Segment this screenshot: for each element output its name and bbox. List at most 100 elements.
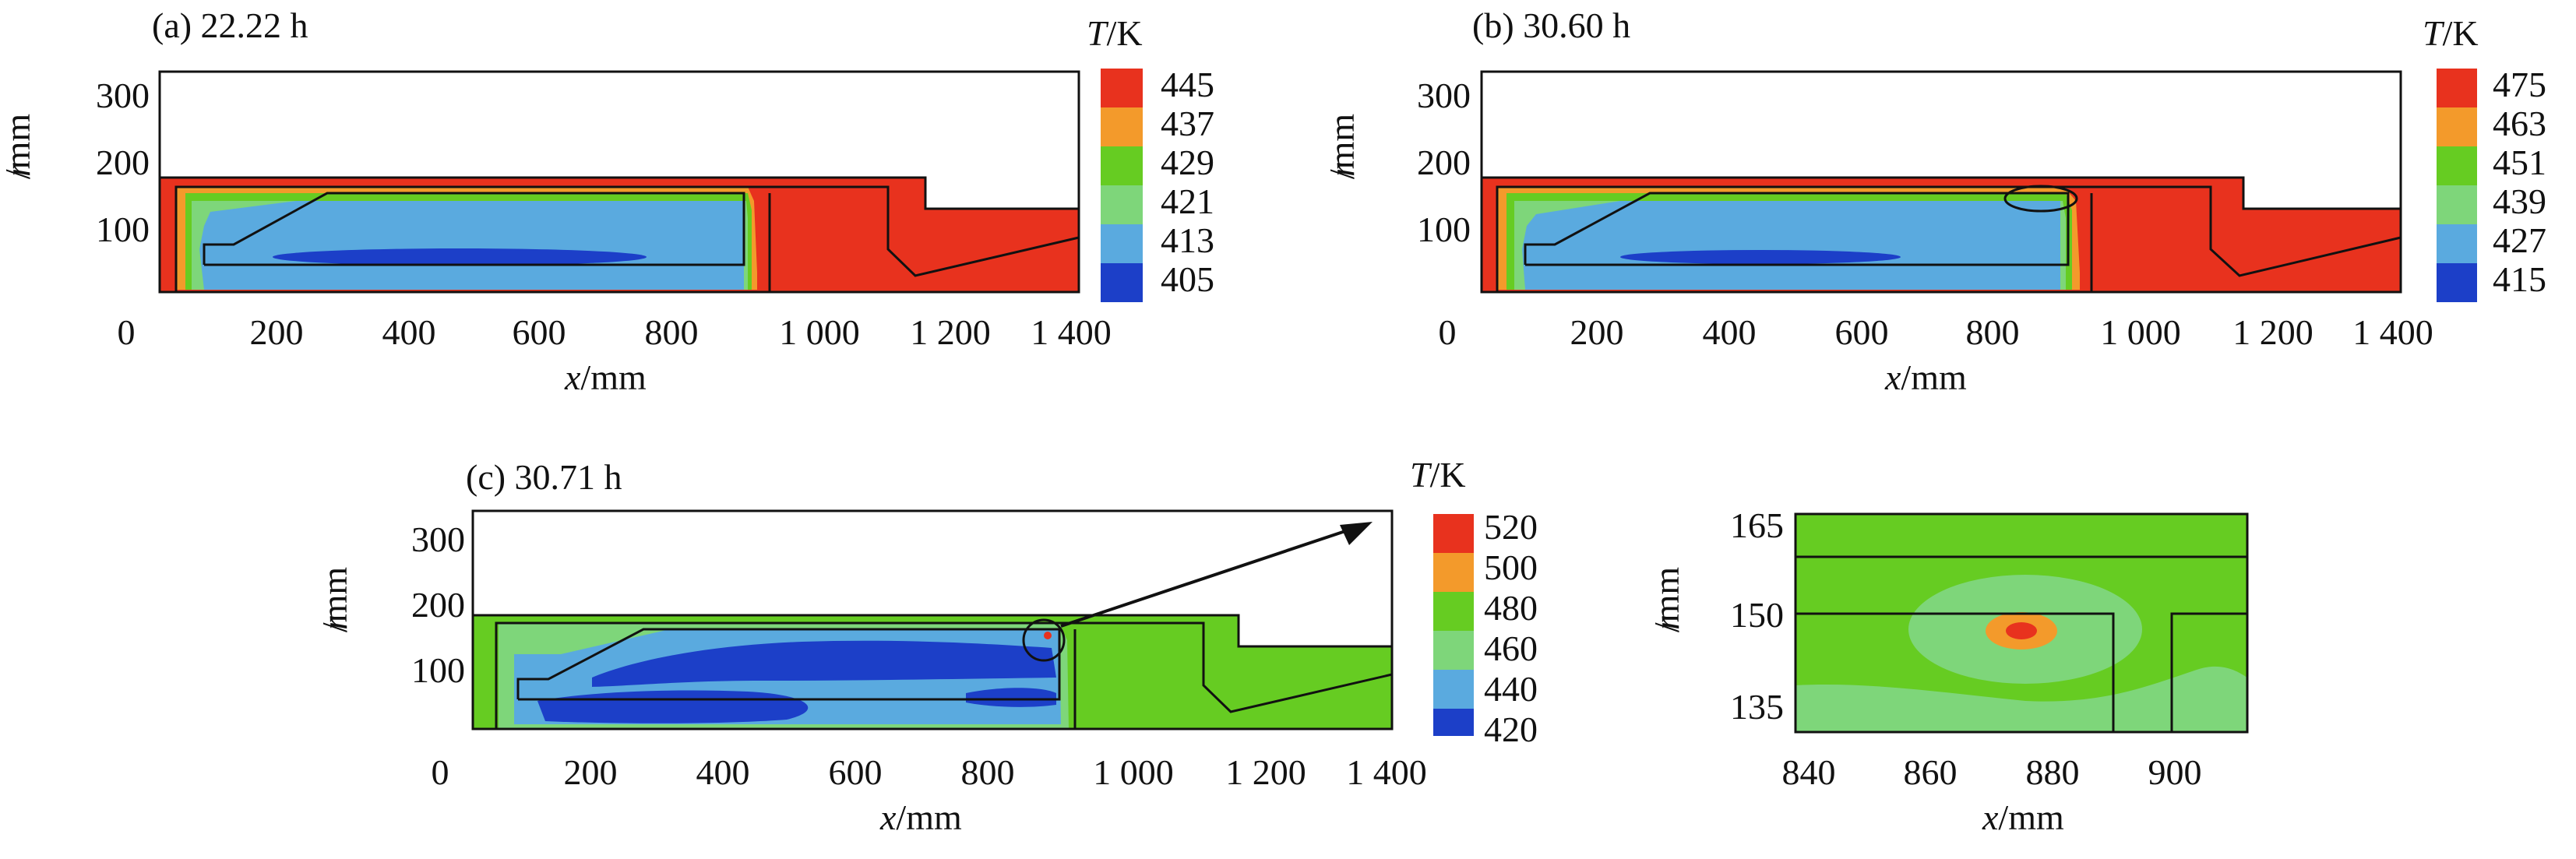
panel-b-xlabel-unit: /mm [1901, 357, 1967, 397]
colorbar-swatch [1101, 224, 1143, 263]
panel-c-frame [471, 509, 1394, 731]
panel-b-ytick: 200 [1417, 143, 1471, 182]
panel-c: (c) 30.71 h r /mm 300 200 10 [315, 455, 1538, 837]
colorbar-swatch [2437, 146, 2477, 185]
panel-zoom-ylabel-unit: /mm [1647, 567, 1686, 633]
panel-b-colorbar-label: 415 [2493, 259, 2546, 299]
panel-a-ylabel-var: r [0, 162, 37, 177]
panel-a-ytick: 100 [96, 209, 150, 249]
panel-c-colorbar-unit: /K [1430, 455, 1466, 495]
panel-a-ylabel-unit: /mm [0, 114, 37, 180]
panel-c-leader-arrow [1060, 525, 1360, 628]
panel-a-xtick: 1 000 [779, 312, 860, 352]
panel-b-title: (b) 30.60 h [1472, 5, 1630, 45]
panel-c-xtick: 1 000 [1093, 752, 1174, 792]
colorbar-swatch [1433, 631, 1474, 670]
panel-zoom: r /mm 165 150 135 840 860 880 900 x/mm [1647, 505, 2249, 837]
panel-c-colorbar [1433, 514, 1474, 736]
panel-b-xtick: 200 [1570, 312, 1624, 352]
panel-zoom-xtick: 860 [1904, 752, 1958, 792]
panel-zoom-xlabel-var: x [1982, 797, 1999, 837]
panel-c-xtick: 400 [696, 752, 750, 792]
panel-zoom-core [2006, 622, 2037, 639]
panel-b-xlabel-var: x [1884, 357, 1901, 397]
panel-b-outline-inner [1496, 185, 2402, 292]
colorbar-swatch [1101, 69, 1143, 107]
panel-zoom-xlabel-unit: /mm [1998, 797, 2064, 837]
panel-a-colorbar-label: 421 [1161, 181, 1214, 221]
panel-zoom-outline-left [1795, 612, 2115, 732]
panel-a-xtick: 0 [118, 312, 136, 352]
panel-c-highlight-circle [1022, 618, 1066, 662]
panel-b-xtick: 0 [1439, 312, 1457, 352]
panel-b-xtick: 1 400 [2352, 312, 2433, 352]
panel-b-highlight-ellipse [2003, 185, 2078, 213]
panel-a-xlabel-var: x [564, 357, 581, 397]
panel-c-outline-inner [495, 621, 1393, 729]
panel-b-colorbar-label: 427 [2493, 220, 2546, 260]
panel-zoom-ylabel-var: r [1647, 615, 1686, 630]
panel-c-colorbar-label: 520 [1484, 507, 1538, 547]
panel-a-xtick: 600 [513, 312, 566, 352]
panel-c-ylabel-unit: /mm [315, 567, 354, 633]
panel-a-xtick: 1 200 [910, 312, 991, 352]
panel-c-colorbar-label: 420 [1484, 709, 1538, 749]
panel-zoom-xlabel: x/mm [1982, 797, 2064, 837]
panel-c-plot [471, 509, 1394, 731]
panel-a-frame [158, 70, 1080, 294]
colorbar-swatch [1433, 709, 1474, 736]
panel-c-xlabel-unit: /mm [896, 797, 962, 837]
panel-b-coldest-spot [1620, 250, 1901, 264]
panel-zoom-ytick: 135 [1730, 687, 1784, 727]
panel-b-xtick: 600 [1835, 312, 1889, 352]
panel-c-ytick: 100 [411, 650, 465, 690]
panel-a: (a) 22.22 h r /mm 300 200 100 0 200 40 [0, 5, 1214, 397]
panel-zoom-xtick: 840 [1782, 752, 1836, 792]
panel-zoom-xtick: 880 [2026, 752, 2080, 792]
panel-c-colorbar-label: 440 [1484, 669, 1538, 709]
colorbar-swatch [1433, 592, 1474, 631]
panel-c-xtick: 600 [829, 752, 883, 792]
panel-c-colorbar-title: T/K [1410, 455, 1466, 495]
colorbar-swatch [1433, 553, 1474, 592]
panel-b-ylabel-unit: /mm [1322, 114, 1362, 180]
colorbar-swatch [2437, 224, 2477, 263]
panel-zoom-bottom-band [1795, 666, 2247, 732]
panel-a-colorbar-label: 405 [1161, 259, 1214, 299]
panel-c-hot-spot [1044, 632, 1052, 639]
colorbar-swatch [2437, 69, 2477, 107]
panel-b-frame [1480, 70, 2402, 294]
panel-a-plot [158, 70, 1080, 294]
panel-c-arrow-head [1340, 522, 1373, 545]
panel-a-colorbar-var: T [1087, 13, 1109, 53]
colorbar-swatch [1433, 514, 1474, 553]
panel-c-ytick: 300 [411, 519, 465, 559]
panel-b-plot [1480, 70, 2402, 294]
panel-a-colorbar-title: T/K [1087, 13, 1143, 53]
colorbar-swatch [2437, 263, 2477, 302]
panel-b-colorbar-title: T/K [2423, 13, 2479, 53]
panel-b-colorbar-label: 463 [2493, 104, 2546, 143]
colorbar-swatch [1433, 670, 1474, 709]
panel-b: (b) 30.60 h r /mm 300 200 100 0 200 400 … [1322, 5, 2546, 397]
panel-a-colorbar-unit: /K [1107, 13, 1143, 53]
panel-a-colorbar-label: 437 [1161, 104, 1214, 143]
panel-c-xtick: 1 200 [1225, 752, 1306, 792]
panel-a-ytick: 200 [96, 143, 150, 182]
panel-b-colorbar-var: T [2423, 13, 2445, 53]
panel-c-cold-region-right [966, 688, 1056, 707]
panel-b-ylabel-var: r [1322, 162, 1362, 177]
panel-c-outline-charge [516, 628, 1061, 701]
panel-b-ytick: 100 [1417, 209, 1471, 249]
panel-zoom-plot [1794, 512, 2249, 734]
colorbar-swatch [2437, 107, 2477, 146]
panel-c-colorbar-label: 500 [1484, 547, 1538, 587]
panel-a-outline-inner [174, 185, 1080, 292]
panel-zoom-ytick: 150 [1730, 595, 1784, 635]
panel-c-colorbar-label: 480 [1484, 588, 1538, 628]
panel-zoom-ytick: 165 [1730, 505, 1784, 545]
panel-b-xtick: 400 [1703, 312, 1757, 352]
panel-b-colorbar-label: 451 [2493, 143, 2546, 182]
panel-b-ytick: 300 [1417, 76, 1471, 115]
panel-a-xtick: 400 [382, 312, 436, 352]
